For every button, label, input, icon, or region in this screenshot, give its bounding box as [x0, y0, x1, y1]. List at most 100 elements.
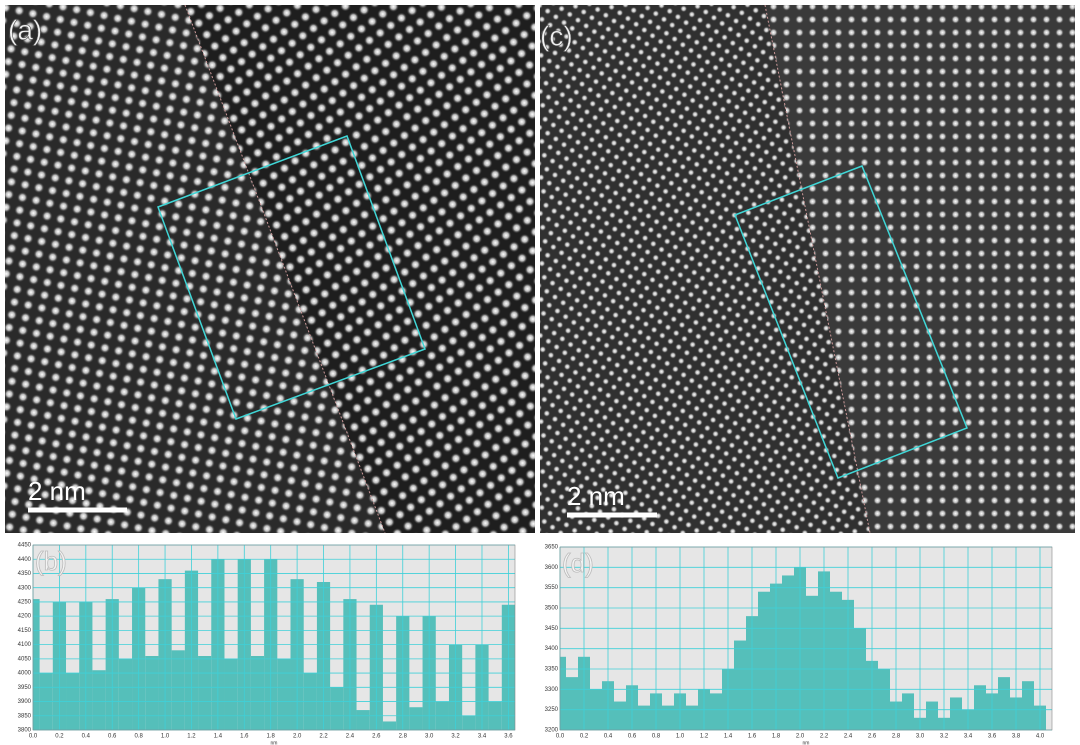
bar: [118, 658, 133, 730]
x-tick-label: 1.6: [748, 734, 757, 740]
x-tick-label: 4.0: [1036, 734, 1045, 740]
x-axis-label: nm: [803, 740, 810, 745]
panel-label: (c): [540, 20, 573, 51]
x-tick-label: 3.4: [478, 734, 487, 740]
x-tick-label: 3.2: [451, 734, 460, 740]
x-tick-label: 2.0: [293, 734, 302, 740]
x-tick-label: 2.0: [796, 734, 805, 740]
bar: [566, 677, 578, 730]
x-tick-label: 0.0: [556, 734, 565, 740]
bar: [614, 701, 626, 730]
y-tick-label: 3250: [545, 707, 559, 713]
x-tick-label: 0.6: [108, 734, 117, 740]
bar: [638, 705, 650, 730]
x-tick-label: 3.0: [916, 734, 925, 740]
x-axis-label: nm: [271, 740, 278, 745]
bar: [686, 705, 698, 730]
bar: [998, 677, 1010, 730]
y-tick-label: 4000: [18, 671, 32, 677]
y-tick-label: 3950: [18, 685, 32, 691]
x-tick-label: 3.8: [1012, 734, 1021, 740]
x-tick-label: 2.8: [892, 734, 901, 740]
bar: [145, 656, 159, 730]
plot-frame: [559, 546, 1053, 731]
bar: [330, 687, 344, 730]
y-tick-label: 4300: [18, 585, 32, 591]
image-c: [540, 5, 1075, 533]
bar: [356, 710, 370, 730]
x-tick-label: 0.4: [604, 734, 613, 740]
bar: [277, 658, 291, 730]
y-tick-label: 3650: [545, 545, 559, 551]
x-tick-label: 0.6: [628, 734, 637, 740]
x-tick-label: 1.0: [676, 734, 685, 740]
y-tick-label: 3400: [545, 646, 559, 652]
x-tick-label: 2.2: [820, 734, 829, 740]
bar: [902, 693, 914, 730]
y-tick-label: 4150: [18, 628, 32, 634]
bar: [782, 575, 794, 730]
bar: [758, 591, 770, 730]
bar: [830, 591, 842, 730]
x-tick-label: 2.8: [399, 734, 408, 740]
image-a: [5, 5, 535, 533]
x-tick-label: 1.6: [240, 734, 249, 740]
bar: [92, 670, 106, 730]
y-tick-label: 3450: [545, 626, 559, 632]
chart-label: (d): [562, 548, 594, 578]
bar: [662, 705, 674, 730]
bar: [560, 656, 566, 730]
y-tick-label: 3900: [18, 699, 32, 705]
x-tick-label: 0.2: [580, 734, 589, 740]
plot-frame: [32, 544, 516, 731]
y-tick-label: 3200: [545, 728, 559, 734]
x-tick-label: 1.0: [161, 734, 170, 740]
y-tick-label: 3550: [545, 585, 559, 591]
bar: [950, 697, 962, 730]
x-tick-label: 3.6: [988, 734, 997, 740]
x-tick-label: 0.8: [134, 734, 143, 740]
scale-bar-label: 2 nm: [567, 481, 625, 511]
x-tick-label: 1.8: [772, 734, 781, 740]
bar: [409, 707, 423, 730]
bar: [926, 701, 938, 730]
chart-label: (b): [35, 546, 67, 576]
bar: [250, 656, 265, 730]
x-tick-label: 2.2: [319, 734, 328, 740]
y-tick-label: 3800: [18, 728, 32, 734]
x-tick-label: 0.2: [55, 734, 64, 740]
x-tick-label: 0.4: [82, 734, 91, 740]
x-tick-label: 3.4: [964, 734, 973, 740]
bar: [710, 693, 722, 730]
bar: [974, 685, 986, 730]
y-tick-label: 4250: [18, 600, 32, 606]
y-tick-label: 4450: [18, 543, 32, 549]
x-tick-label: 1.8: [267, 734, 276, 740]
y-tick-label: 3600: [545, 565, 559, 571]
y-tick-label: 4400: [18, 557, 32, 563]
bar: [878, 669, 890, 730]
y-tick-label: 3500: [545, 606, 559, 612]
bar: [171, 650, 185, 730]
bar: [224, 658, 238, 730]
bar: [806, 595, 818, 730]
x-tick-label: 3.6: [504, 734, 513, 740]
x-tick-label: 3.0: [425, 734, 434, 740]
bar: [854, 628, 866, 730]
x-tick-label: 0.8: [652, 734, 661, 740]
y-tick-label: 4050: [18, 656, 32, 662]
x-tick-label: 1.2: [700, 734, 709, 740]
x-tick-label: 2.6: [868, 734, 877, 740]
y-tick-label: 3300: [545, 687, 559, 693]
x-tick-label: 1.2: [187, 734, 196, 740]
y-tick-label: 3350: [545, 667, 559, 673]
x-tick-label: 3.2: [940, 734, 949, 740]
bar: [462, 715, 476, 730]
bar: [1022, 681, 1034, 730]
y-tick-label: 3850: [18, 713, 32, 719]
y-tick-label: 4350: [18, 571, 32, 577]
x-tick-label: 2.4: [346, 734, 355, 740]
bar: [198, 656, 212, 730]
bar: [382, 721, 397, 730]
